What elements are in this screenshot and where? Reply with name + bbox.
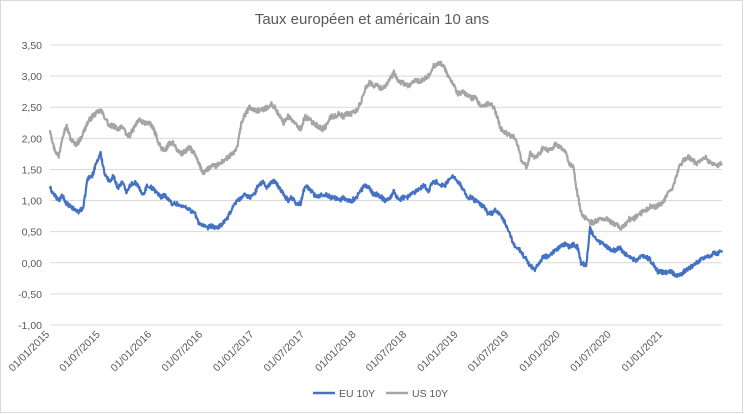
x-tick-label: 01/07/2016 (159, 329, 205, 375)
series-layer (48, 60, 724, 279)
chart-title: Taux européen et américain 10 ans (255, 11, 489, 28)
grid-layer (50, 44, 722, 326)
x-tick-label: 01/07/2018 (364, 329, 410, 375)
y-tick-label: 1,50 (22, 164, 43, 176)
x-tick-label: 01/01/2017 (211, 329, 257, 375)
x-tick-label: 01/07/2019 (466, 329, 512, 375)
x-tick-label: 01/01/2018 (313, 329, 359, 375)
y-tick-label: -1,00 (18, 320, 42, 332)
x-tick-label: 01/07/2017 (262, 329, 308, 375)
y-tick-label: 0,00 (22, 258, 43, 270)
legend-label: US 10Y (412, 388, 448, 400)
x-tick-label: 01/01/2015 (6, 329, 52, 375)
series-line (48, 150, 724, 279)
legend-label: EU 10Y (339, 388, 375, 400)
y-tick-label: 1,00 (22, 196, 43, 208)
y-tick-label: 3,00 (22, 71, 43, 83)
y-tick-label: 2,00 (22, 133, 43, 145)
x-tick-label: 01/07/2020 (568, 329, 614, 375)
y-tick-label: 3,50 (22, 40, 43, 52)
x-axis-ticks: 01/01/2015 01/07/2015 01/01/2016 01/07/2016… (6, 329, 665, 375)
x-tick-label: 01/01/2021 (619, 329, 665, 375)
series-line (48, 60, 723, 231)
x-tick-label: 01/01/2019 (415, 329, 461, 375)
y-tick-label: 0,50 (22, 227, 43, 239)
x-tick-label: 01/01/2020 (517, 329, 563, 375)
legend: EU 10Y US 10Y (313, 388, 448, 400)
x-tick-label: 01/07/2015 (57, 329, 103, 375)
y-tick-label: -0,50 (18, 289, 42, 301)
x-tick-label: 01/01/2016 (109, 329, 155, 375)
y-axis-ticks: -1,00 -0,50 0,00 0,50 1,00 1,50 2,00 2,50 3,00 3,… (18, 40, 42, 332)
y-tick-label: 2,50 (22, 102, 43, 114)
